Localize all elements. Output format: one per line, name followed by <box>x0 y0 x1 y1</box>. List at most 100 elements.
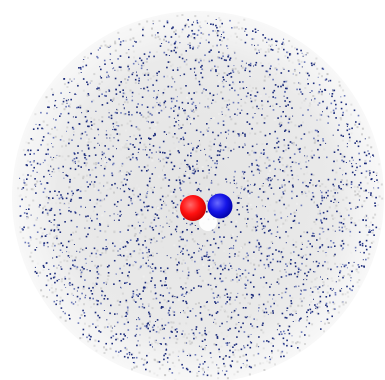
haze-speckle <box>264 217 267 220</box>
haze-speckle <box>311 200 314 203</box>
haze-speckle <box>356 126 359 129</box>
haze-speckle <box>371 195 374 198</box>
haze-speckle <box>328 301 331 304</box>
haze-speckle <box>297 59 300 62</box>
particle <box>147 79 149 81</box>
haze-speckle <box>137 134 140 136</box>
haze-speckle <box>223 309 226 312</box>
haze-speckle <box>297 273 300 276</box>
particle <box>96 277 99 279</box>
particle <box>140 88 142 90</box>
haze-speckle <box>49 133 52 136</box>
haze-speckle <box>80 186 83 189</box>
haze-speckle <box>192 110 195 113</box>
particle <box>74 162 76 164</box>
haze-speckle <box>74 256 77 259</box>
particle <box>126 353 128 355</box>
particle <box>310 179 312 181</box>
haze-speckle <box>314 65 317 68</box>
haze-speckle <box>198 302 200 305</box>
particle <box>148 341 150 343</box>
haze-speckle <box>68 186 71 189</box>
particle <box>330 268 332 271</box>
haze-speckle <box>114 42 117 45</box>
haze-speckle <box>125 258 128 261</box>
haze-speckle <box>109 44 112 47</box>
haze-speckle <box>240 38 243 41</box>
particle <box>313 154 315 157</box>
particle <box>87 146 90 149</box>
particle <box>132 144 134 146</box>
haze-speckle <box>200 345 203 348</box>
particle <box>36 247 38 248</box>
particle <box>250 366 252 369</box>
haze-speckle <box>162 93 164 96</box>
haze-speckle <box>305 71 308 74</box>
particle <box>306 274 308 277</box>
particle <box>41 127 43 130</box>
particle <box>311 192 314 194</box>
haze-speckle <box>98 88 101 91</box>
particle <box>172 26 174 29</box>
haze-speckle <box>133 257 136 260</box>
haze-speckle <box>207 97 210 100</box>
particle <box>24 153 26 156</box>
particle <box>341 159 343 162</box>
particle <box>122 89 124 91</box>
particle <box>166 267 169 270</box>
particle <box>327 310 329 312</box>
haze-speckle <box>232 353 235 356</box>
particle <box>283 80 285 83</box>
particle <box>217 85 219 87</box>
particle <box>318 180 320 182</box>
haze-speckle <box>236 35 238 38</box>
particle <box>287 56 289 59</box>
haze-speckle <box>305 279 308 282</box>
particle <box>88 169 90 171</box>
particle <box>167 185 170 187</box>
particle <box>267 265 270 268</box>
haze-speckle <box>214 100 217 103</box>
haze-speckle <box>50 202 53 205</box>
particle <box>185 50 187 52</box>
particle <box>125 183 127 186</box>
haze-speckle <box>141 322 144 325</box>
haze-speckle <box>347 243 349 246</box>
particle <box>309 253 312 256</box>
haze-speckle <box>219 19 222 22</box>
particle <box>282 83 284 85</box>
particle <box>368 229 371 231</box>
particle <box>100 68 102 71</box>
particle <box>265 93 267 95</box>
particle <box>317 104 319 106</box>
particle <box>27 149 29 151</box>
particle <box>332 109 335 112</box>
haze-speckle <box>226 335 229 338</box>
haze-speckle <box>244 101 247 104</box>
haze-speckle <box>366 144 369 147</box>
particle <box>118 280 121 282</box>
particle <box>190 123 192 125</box>
particle <box>64 221 66 223</box>
particle <box>273 175 276 177</box>
particle <box>126 179 128 181</box>
particle <box>142 221 144 223</box>
particle <box>181 333 183 335</box>
haze-speckle <box>168 85 171 87</box>
particle <box>371 224 374 226</box>
haze-speckle <box>68 138 71 141</box>
particle <box>278 325 281 327</box>
haze-speckle <box>24 184 27 187</box>
haze-speckle <box>245 256 248 259</box>
haze-speckle <box>190 35 193 38</box>
haze-speckle <box>265 307 268 310</box>
particle <box>352 270 353 272</box>
particle <box>102 291 104 293</box>
particle <box>318 156 320 159</box>
particle <box>359 165 361 167</box>
haze-speckle <box>101 125 104 128</box>
particle <box>208 33 210 36</box>
haze-speckle <box>160 240 163 243</box>
haze-speckle <box>59 302 61 305</box>
haze-speckle <box>363 189 366 192</box>
